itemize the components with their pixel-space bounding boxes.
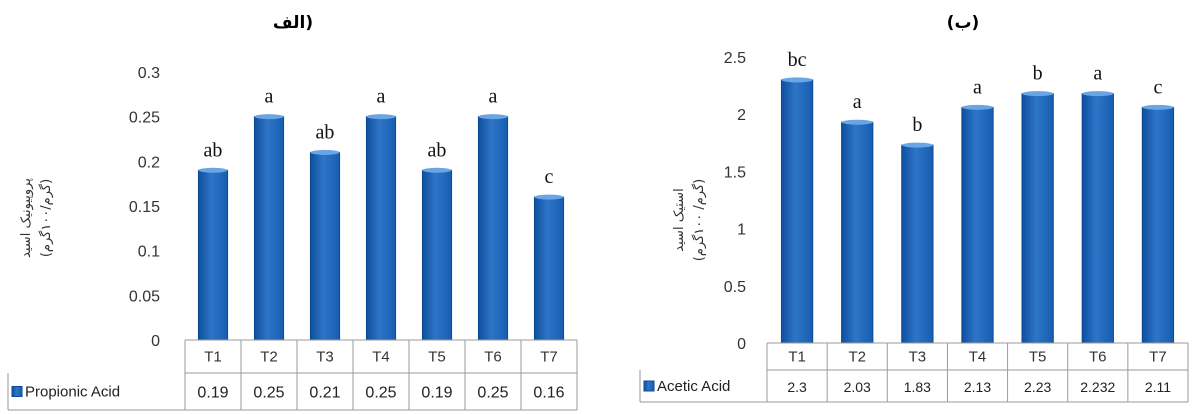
panel-acetic: (ب) استیک اسید (گرم/ ۱۰۰گرم) 2.5 2 1.5 1 0.5… [639, 13, 1189, 403]
bar-top-highlight [310, 149, 340, 155]
y-tick-label: 0.2 [138, 154, 160, 171]
significance-letter: a [973, 76, 982, 98]
y-tick-label: 0.1 [138, 244, 160, 261]
y-tick-label: 2 [737, 107, 746, 124]
panel-title-propionic: (الف [273, 13, 313, 33]
x-category-label: T2 [260, 349, 278, 366]
significance-letter: a [1093, 63, 1102, 85]
table-value-cell: 2.13 [964, 379, 991, 395]
bar-T5 [421, 169, 453, 341]
table-value-cell: 0.19 [421, 385, 452, 402]
table-value-cell: 2.23 [1024, 379, 1051, 395]
y-axis-label-acetic: استیک اسید [672, 188, 687, 251]
table-value-cell: 2.03 [844, 379, 871, 395]
bar-top-highlight [254, 114, 284, 120]
table-value-cell: 2.232 [1080, 379, 1115, 395]
y-tick-label: 0.25 [129, 110, 160, 127]
y-tick-label: 0.3 [138, 65, 160, 82]
y-tick-label: 0 [737, 336, 746, 353]
bar-T3 [901, 144, 934, 344]
table-value-cell: 1.83 [904, 379, 931, 395]
bar-T6 [477, 116, 509, 341]
bar-top-highlight [961, 104, 994, 110]
significance-letter: a [489, 86, 498, 108]
bar-T2 [841, 121, 874, 344]
x-category-label: T1 [788, 349, 806, 366]
significance-letter: c [1153, 76, 1162, 98]
bar-T7 [1141, 106, 1175, 344]
x-category-label: T6 [484, 349, 502, 366]
significance-letter: b [1033, 63, 1043, 85]
x-category-label: T5 [1029, 349, 1047, 366]
bar-T5 [1021, 93, 1054, 344]
panel-title-acetic: (ب) [947, 13, 980, 33]
x-category-label: T3 [316, 349, 334, 366]
x-category-label: T6 [1089, 349, 1107, 366]
bar-T1 [197, 169, 229, 341]
x-category-label: T7 [1149, 349, 1167, 366]
x-category-label: T4 [969, 349, 987, 366]
bar-T6 [1081, 93, 1114, 344]
bar-top-highlight [478, 114, 508, 120]
bar-T1 [780, 79, 814, 344]
y-tick-label: 1 [737, 222, 746, 239]
table-value-cell: 0.25 [365, 385, 396, 402]
legend-series-name: Propionic Acid [25, 384, 120, 401]
y-tick-label: 0.05 [129, 288, 160, 305]
bar-top-highlight [781, 77, 813, 83]
significance-letter: ab [316, 121, 335, 143]
y-axis-unit-acetic: (گرم/ ۱۰۰گرم) [691, 179, 707, 261]
bar-T7 [533, 196, 565, 341]
bar-T3 [309, 151, 341, 341]
legend-swatch [11, 386, 23, 397]
y-tick-label: 2.5 [724, 50, 746, 67]
bar-top-highlight [1022, 91, 1054, 97]
significance-letter: a [265, 86, 274, 108]
table-value-cell: 0.25 [477, 385, 508, 402]
bar-top-highlight [1142, 104, 1174, 110]
y-axis-unit-propionic: (گرم/۱۰۰گرم) [38, 179, 54, 257]
significance-letter: a [377, 86, 386, 108]
x-category-label: T1 [204, 349, 222, 366]
x-category-label: T3 [909, 349, 927, 366]
panel-propionic: (الف پروپیونیک اسید (گرم/۱۰۰گرم) 0.3 0.25… [7, 13, 578, 411]
table-value-cell: 2.3 [787, 379, 807, 395]
legend-swatch [643, 380, 655, 392]
y-tick-label: 0.5 [724, 279, 746, 296]
bar-top-highlight [534, 194, 564, 200]
x-category-label: T5 [428, 349, 446, 366]
significance-letter: b [912, 114, 922, 136]
bar-T2 [253, 116, 285, 341]
bar-top-highlight [366, 114, 396, 120]
table-value-cell: 0.19 [197, 385, 228, 402]
significance-letter: a [853, 91, 862, 113]
bar-T4 [961, 106, 994, 344]
table-value-cell: 2.11 [1145, 379, 1171, 395]
significance-letter: bc [788, 49, 807, 71]
bar-top-highlight [422, 167, 452, 173]
y-tick-label: 1.5 [724, 164, 746, 181]
y-tick-label: 0 [151, 333, 160, 350]
x-category-label: T2 [848, 349, 866, 366]
bar-T4 [365, 116, 397, 341]
x-category-label: T7 [540, 349, 558, 366]
bar-top-highlight [198, 167, 228, 173]
table-value-cell: 0.16 [533, 385, 564, 402]
table-value-cell: 0.21 [309, 385, 340, 402]
y-axis-label-propionic: پروپیونیک اسید [19, 178, 34, 258]
y-tick-label: 0.15 [129, 199, 160, 216]
bar-top-highlight [1082, 91, 1114, 97]
significance-letter: c [545, 166, 554, 188]
significance-letter: ab [204, 139, 223, 161]
table-value-cell: 0.25 [253, 385, 284, 402]
x-category-label: T4 [372, 349, 390, 366]
legend-series-name: Acetic Acid [657, 378, 730, 395]
bar-top-highlight [901, 142, 933, 148]
significance-letter: ab [428, 139, 447, 161]
bar-top-highlight [841, 119, 873, 125]
